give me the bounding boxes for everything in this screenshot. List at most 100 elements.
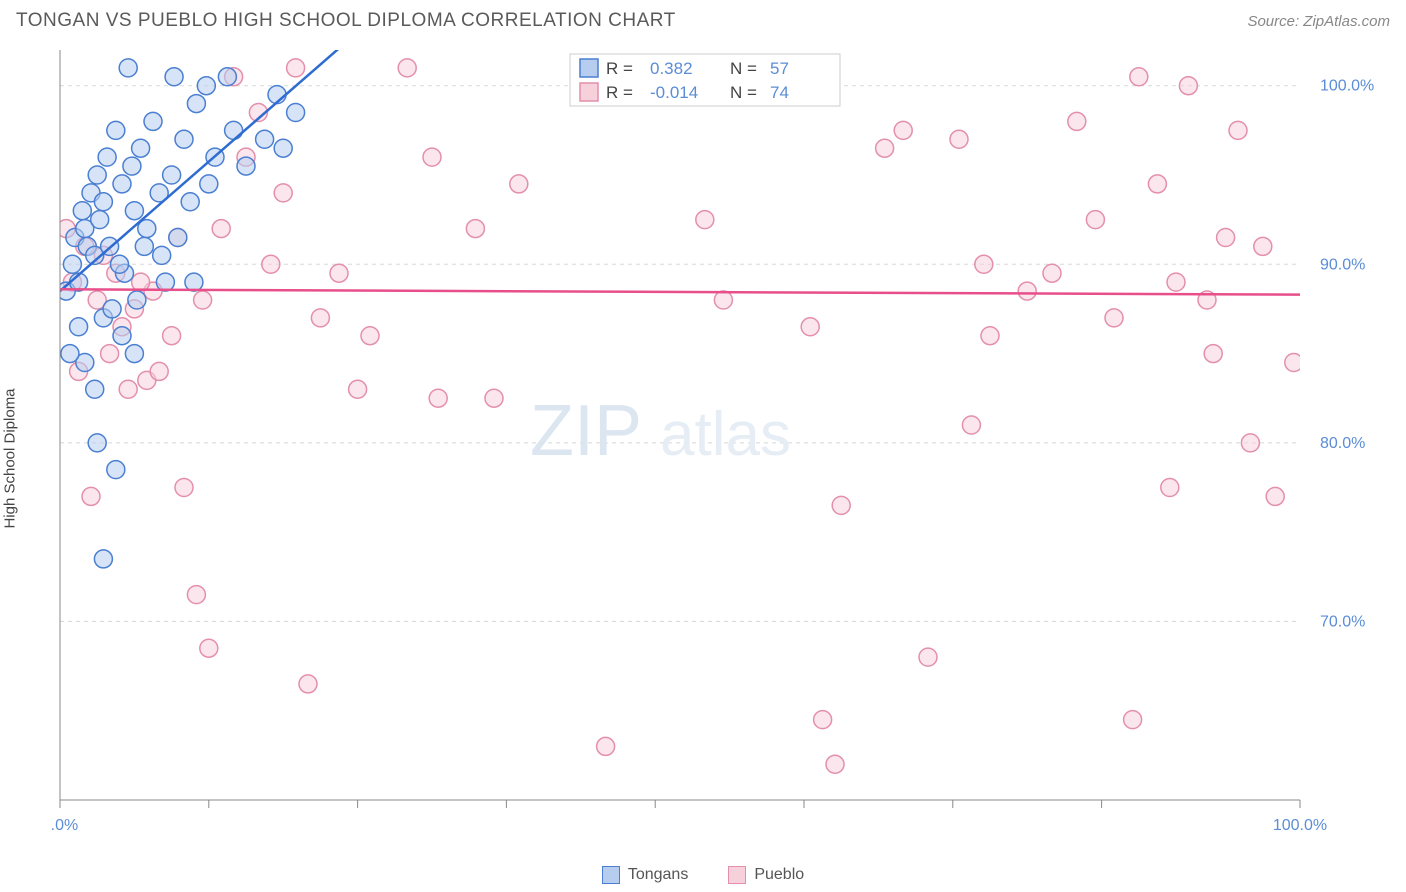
data-point [1124, 711, 1142, 729]
data-point [981, 327, 999, 345]
watermark: atlas [660, 400, 791, 469]
data-point [185, 273, 203, 291]
data-point [950, 130, 968, 148]
data-point [1204, 345, 1222, 363]
data-point [311, 309, 329, 327]
legend-swatch [728, 866, 746, 884]
data-point [1018, 282, 1036, 300]
data-point [832, 496, 850, 514]
watermark: ZIP [530, 391, 642, 471]
legend-item: Pueblo [728, 866, 804, 884]
data-point [175, 130, 193, 148]
data-point [1105, 309, 1123, 327]
data-point [361, 327, 379, 345]
data-point [163, 327, 181, 345]
data-point [212, 220, 230, 238]
legend-label: Tongans [628, 866, 689, 883]
chart-container: High School Diploma 70.0%80.0%90.0%100.0… [50, 40, 1390, 860]
data-point [187, 586, 205, 604]
data-point [1148, 175, 1166, 193]
data-point [128, 291, 146, 309]
data-point [119, 380, 137, 398]
legend-n-value: 57 [770, 59, 789, 78]
data-point [975, 255, 993, 273]
legend-r-value: 0.382 [650, 59, 693, 78]
data-point [132, 139, 150, 157]
data-point [61, 345, 79, 363]
data-point [98, 148, 116, 166]
data-point [510, 175, 528, 193]
data-point [175, 479, 193, 497]
data-point [73, 202, 91, 220]
data-point [119, 59, 137, 77]
data-point [801, 318, 819, 336]
data-point [163, 166, 181, 184]
legend-label: Pueblo [754, 866, 804, 883]
data-point [88, 166, 106, 184]
data-point [1179, 77, 1197, 95]
data-point [218, 68, 236, 86]
data-point [225, 121, 243, 139]
data-point [299, 675, 317, 693]
data-point [187, 95, 205, 113]
data-point [1241, 434, 1259, 452]
x-tick-label: 0.0% [50, 817, 78, 834]
data-point [70, 318, 88, 336]
data-point [1217, 229, 1235, 247]
legend-n-value: 74 [770, 83, 789, 102]
data-point [714, 291, 732, 309]
data-point [962, 416, 980, 434]
data-point [125, 345, 143, 363]
y-tick-label: 70.0% [1320, 613, 1365, 630]
legend-swatch [580, 59, 598, 77]
data-point [423, 148, 441, 166]
data-point [237, 157, 255, 175]
data-point [398, 59, 416, 77]
data-point [287, 104, 305, 122]
data-point [156, 273, 174, 291]
data-point [144, 112, 162, 130]
data-point [113, 175, 131, 193]
data-point [197, 77, 215, 95]
data-point [1266, 487, 1284, 505]
data-point [274, 139, 292, 157]
legend-swatch [580, 83, 598, 101]
data-point [814, 711, 832, 729]
data-point [826, 755, 844, 773]
trend-line [60, 289, 1300, 294]
bottom-legend: Tongans Pueblo [0, 866, 1406, 884]
data-point [88, 434, 106, 452]
data-point [256, 130, 274, 148]
chart-header: TONGAN VS PUEBLO HIGH SCHOOL DIPLOMA COR… [0, 0, 1406, 40]
legend-r-value: -0.014 [650, 83, 698, 102]
data-point [165, 68, 183, 86]
data-point [597, 737, 615, 755]
data-point [696, 211, 714, 229]
data-point [1285, 354, 1303, 372]
y-tick-label: 90.0% [1320, 256, 1365, 273]
data-point [894, 121, 912, 139]
y-tick-label: 80.0% [1320, 435, 1365, 452]
x-tick-label: 100.0% [1273, 817, 1327, 834]
data-point [274, 184, 292, 202]
y-axis-label: High School Diploma [2, 388, 19, 528]
data-point [123, 157, 141, 175]
y-tick-label: 100.0% [1320, 78, 1374, 95]
data-point [82, 487, 100, 505]
data-point [111, 255, 129, 273]
data-point [262, 255, 280, 273]
data-point [429, 389, 447, 407]
data-point [91, 211, 109, 229]
data-point [349, 380, 367, 398]
data-point [181, 193, 199, 211]
data-point [107, 461, 125, 479]
chart-title: TONGAN VS PUEBLO HIGH SCHOOL DIPLOMA COR… [16, 10, 676, 32]
data-point [919, 648, 937, 666]
data-point [1086, 211, 1104, 229]
data-point [200, 175, 218, 193]
data-point [200, 639, 218, 657]
data-point [194, 291, 212, 309]
scatter-chart: 70.0%80.0%90.0%100.0%ZIPatlas0.0%100.0%R… [50, 40, 1390, 860]
legend-n-label: N = [730, 59, 757, 78]
data-point [94, 193, 112, 211]
